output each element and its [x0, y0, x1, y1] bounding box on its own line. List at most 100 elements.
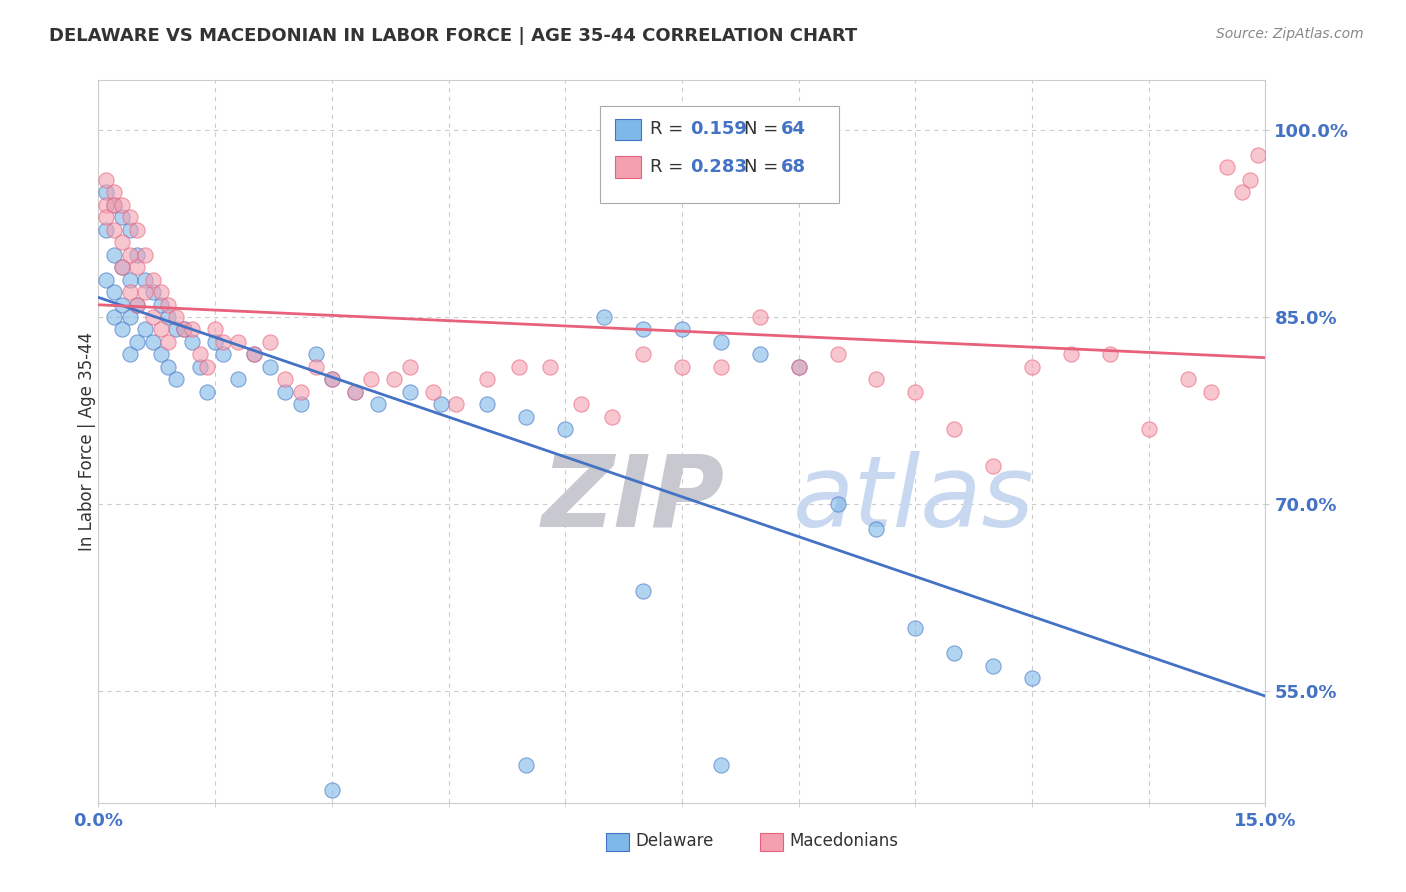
Point	[321, 372, 343, 386]
Point	[904, 384, 927, 399]
Point	[422, 384, 444, 399]
Point	[103, 285, 125, 299]
Point	[865, 372, 887, 386]
Point	[149, 322, 172, 336]
Point	[103, 248, 125, 262]
Point	[118, 211, 141, 225]
Point	[631, 347, 654, 361]
Point	[204, 334, 226, 349]
Bar	[616, 156, 641, 178]
Point	[600, 409, 623, 424]
Point	[96, 186, 118, 200]
Point	[111, 198, 134, 212]
Point	[228, 372, 250, 386]
Text: DELAWARE VS MACEDONIAN IN LABOR FORCE | AGE 35-44 CORRELATION CHART: DELAWARE VS MACEDONIAN IN LABOR FORCE | …	[49, 27, 858, 45]
Point	[305, 359, 328, 374]
Point	[142, 334, 165, 349]
Point	[631, 322, 654, 336]
Point	[195, 359, 218, 374]
Point	[515, 409, 537, 424]
Point	[195, 384, 218, 399]
Point	[508, 359, 530, 374]
Bar	[616, 119, 641, 140]
Point	[1199, 384, 1222, 399]
Point	[134, 272, 156, 286]
Point	[96, 211, 118, 225]
Point	[173, 322, 195, 336]
Point	[111, 235, 134, 250]
Text: N =: N =	[744, 158, 783, 176]
Point	[96, 223, 118, 237]
Point	[165, 372, 187, 386]
Point	[1246, 148, 1268, 162]
Point	[134, 322, 156, 336]
Point	[111, 211, 134, 225]
Point	[111, 260, 134, 274]
Point	[111, 297, 134, 311]
Point	[1137, 422, 1160, 436]
Point	[538, 359, 561, 374]
Point	[1177, 372, 1199, 386]
Point	[671, 322, 693, 336]
Point	[149, 297, 172, 311]
Text: Source: ZipAtlas.com: Source: ZipAtlas.com	[1216, 27, 1364, 41]
Point	[118, 347, 141, 361]
Point	[228, 334, 250, 349]
Point	[118, 223, 141, 237]
Point	[127, 260, 149, 274]
Point	[259, 359, 281, 374]
Point	[157, 334, 180, 349]
Point	[96, 173, 118, 187]
Point	[865, 522, 887, 536]
Point	[827, 347, 849, 361]
Text: N =: N =	[744, 120, 783, 138]
Point	[1021, 671, 1043, 685]
Point	[103, 310, 125, 324]
Point	[127, 297, 149, 311]
Point	[344, 384, 367, 399]
Point	[127, 223, 149, 237]
Point	[477, 372, 499, 386]
Point	[127, 334, 149, 349]
Point	[477, 397, 499, 411]
Point	[118, 272, 141, 286]
Point	[180, 322, 202, 336]
Point	[904, 621, 927, 635]
Point	[142, 285, 165, 299]
Point	[188, 347, 211, 361]
Point	[321, 372, 343, 386]
Point	[142, 272, 165, 286]
Text: atlas: atlas	[793, 450, 1035, 548]
Point	[1060, 347, 1083, 361]
Point	[344, 384, 367, 399]
Point	[204, 322, 226, 336]
Point	[631, 584, 654, 599]
Point	[710, 758, 733, 772]
Point	[243, 347, 266, 361]
Point	[787, 359, 810, 374]
Point	[157, 310, 180, 324]
Point	[515, 758, 537, 772]
Bar	[761, 833, 783, 851]
Point	[149, 285, 172, 299]
Point	[748, 347, 770, 361]
Point	[360, 372, 382, 386]
Text: R =: R =	[651, 120, 689, 138]
Point	[127, 297, 149, 311]
Point	[593, 310, 616, 324]
Point	[446, 397, 468, 411]
Point	[569, 397, 592, 411]
Point	[96, 198, 118, 212]
Point	[149, 347, 172, 361]
Point	[710, 334, 733, 349]
Point	[259, 334, 281, 349]
Point	[943, 422, 966, 436]
Point	[157, 297, 180, 311]
Text: Macedonians: Macedonians	[789, 832, 898, 850]
Point	[103, 223, 125, 237]
Point	[134, 285, 156, 299]
Point	[118, 248, 141, 262]
Point	[398, 359, 420, 374]
Point	[367, 397, 389, 411]
Point	[943, 646, 966, 660]
